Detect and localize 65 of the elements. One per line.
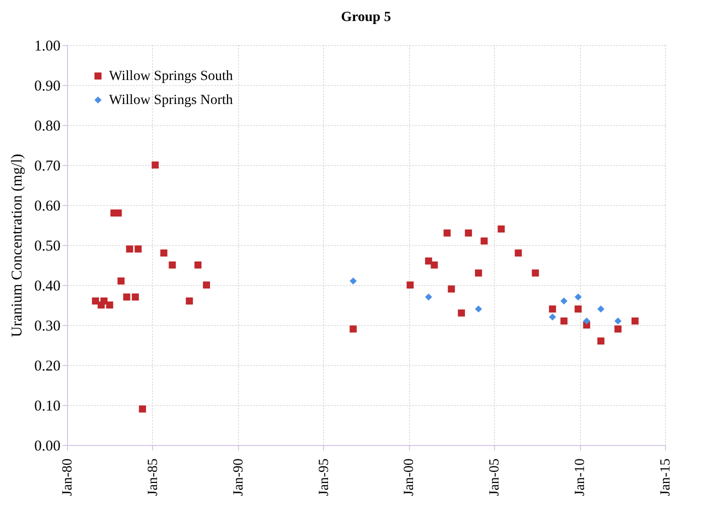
point xyxy=(597,305,604,313)
point xyxy=(614,317,622,325)
legend-label: Willow Springs South xyxy=(109,69,233,84)
point xyxy=(464,229,472,237)
point xyxy=(583,317,590,325)
point xyxy=(560,297,568,305)
point xyxy=(350,325,357,333)
y-tick-label: 0.40 xyxy=(34,278,60,294)
legend-label: Willow Springs North xyxy=(109,93,233,108)
point xyxy=(548,313,556,321)
y-tick-label: 0.50 xyxy=(34,238,60,254)
point xyxy=(430,261,438,269)
y-axis-title: Uranium Concentration (mg/l) xyxy=(9,154,26,338)
x-tick-label: Jan-80 xyxy=(60,458,76,496)
x-tick-label: Jan-95 xyxy=(316,458,332,496)
point xyxy=(138,405,146,413)
point xyxy=(152,161,159,169)
point xyxy=(168,261,176,269)
y-tick-label: 0.20 xyxy=(34,358,60,374)
point xyxy=(574,293,582,301)
chart-title: Group 5 xyxy=(341,10,391,25)
point xyxy=(186,297,193,305)
point xyxy=(480,237,488,245)
point xyxy=(548,305,556,313)
point xyxy=(350,277,357,285)
point xyxy=(474,305,482,313)
point xyxy=(514,249,522,257)
point xyxy=(160,249,168,257)
y-tick-label: 0.00 xyxy=(34,438,60,454)
y-tick-label: 0.30 xyxy=(34,318,60,334)
y-tick-label: 0.90 xyxy=(34,78,60,94)
x-tick-label: Jan-90 xyxy=(231,458,246,496)
point xyxy=(458,309,465,317)
point xyxy=(425,293,432,301)
point xyxy=(614,325,622,333)
point xyxy=(597,337,604,345)
x-tick-label: Jan-00 xyxy=(402,458,418,496)
point xyxy=(632,317,639,325)
point xyxy=(444,229,451,237)
y-tick-label: 0.10 xyxy=(34,398,60,414)
point xyxy=(474,269,482,277)
point xyxy=(532,269,539,277)
point xyxy=(123,293,130,301)
point xyxy=(560,317,568,325)
x-tick-label: Jan-10 xyxy=(573,458,588,496)
point xyxy=(498,225,505,233)
point xyxy=(106,301,114,309)
x-tick-label: Jan-85 xyxy=(146,458,161,496)
y-tick-label: 0.60 xyxy=(34,198,60,214)
point xyxy=(117,277,125,285)
x-tick-label: Jan-15 xyxy=(658,458,674,496)
y-tick-label: 0.70 xyxy=(34,158,60,174)
point xyxy=(425,257,432,265)
y-tick-label: 0.80 xyxy=(34,118,60,134)
point xyxy=(114,209,122,217)
point xyxy=(194,261,202,269)
point xyxy=(448,285,455,293)
point xyxy=(406,281,414,289)
point xyxy=(126,245,134,253)
y-tick-label: 1.00 xyxy=(34,38,60,54)
point xyxy=(202,281,210,289)
point xyxy=(134,245,142,253)
point xyxy=(132,293,139,301)
x-tick-label: Jan-05 xyxy=(488,458,503,496)
point xyxy=(574,305,582,313)
